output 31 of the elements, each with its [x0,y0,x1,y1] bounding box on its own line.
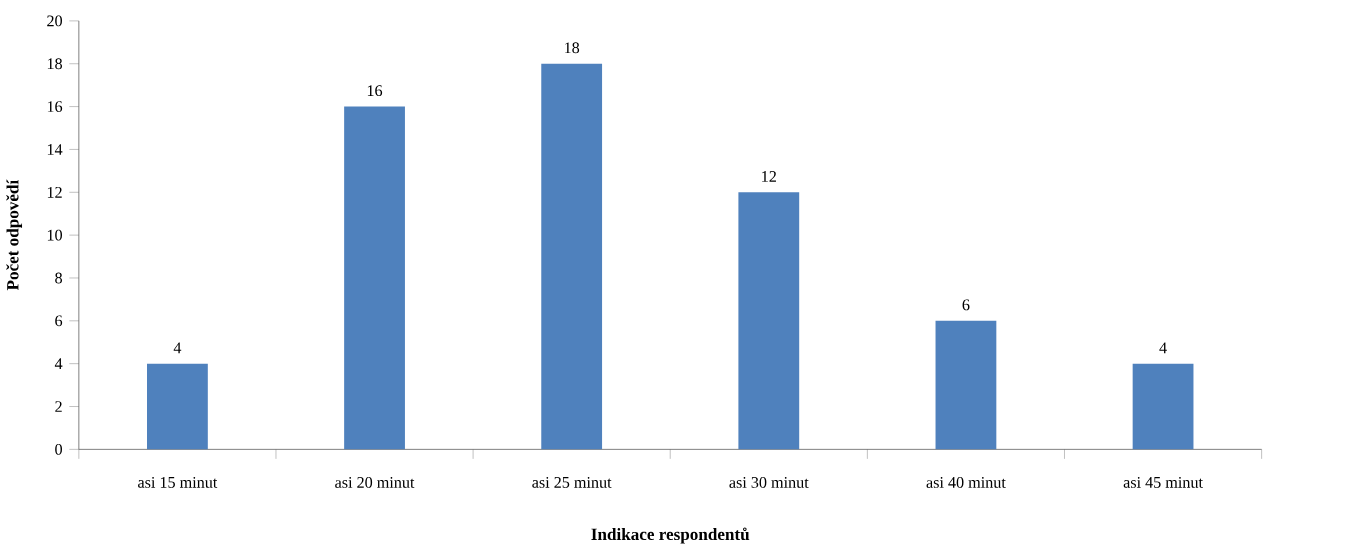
y-tick-label: 12 [47,187,62,198]
y-tick-label: 16 [47,101,63,113]
x-tick-label: asi 15 minut [138,477,218,488]
bar [344,106,405,450]
y-tick-label: 10 [47,229,62,241]
y-tick-label: 2 [55,401,62,412]
x-axis-title: Indikace respondentů [591,527,750,544]
y-tick-label: 18 [47,58,62,70]
y-tick-label: 20 [47,15,62,27]
x-tick-label: asi 45 minut [1123,477,1203,488]
bar [738,192,800,450]
bar [541,63,603,450]
data-label: 6 [962,299,970,311]
data-label: 4 [1159,342,1167,354]
data-label: 18 [565,42,580,54]
data-label: 4 [173,342,182,354]
y-tick-label: 6 [55,315,63,327]
x-tick-label: asi 30 minut [729,477,809,488]
data-label: 16 [367,85,383,97]
x-tick-label: asi 20 minut [335,477,415,488]
y-axis-title: Počet odpovědí [6,179,23,291]
bar [147,363,208,450]
x-tick-label: asi 40 minut [926,477,1006,488]
y-tick-label: 14 [47,144,63,155]
bar [1132,363,1194,450]
bar [935,320,997,450]
data-label: 12 [762,171,776,182]
y-tick-label: 4 [54,358,63,370]
y-tick-label: 0 [55,443,62,455]
y-tick-label: 8 [55,272,62,284]
x-tick-label: asi 25 minut [532,477,612,488]
